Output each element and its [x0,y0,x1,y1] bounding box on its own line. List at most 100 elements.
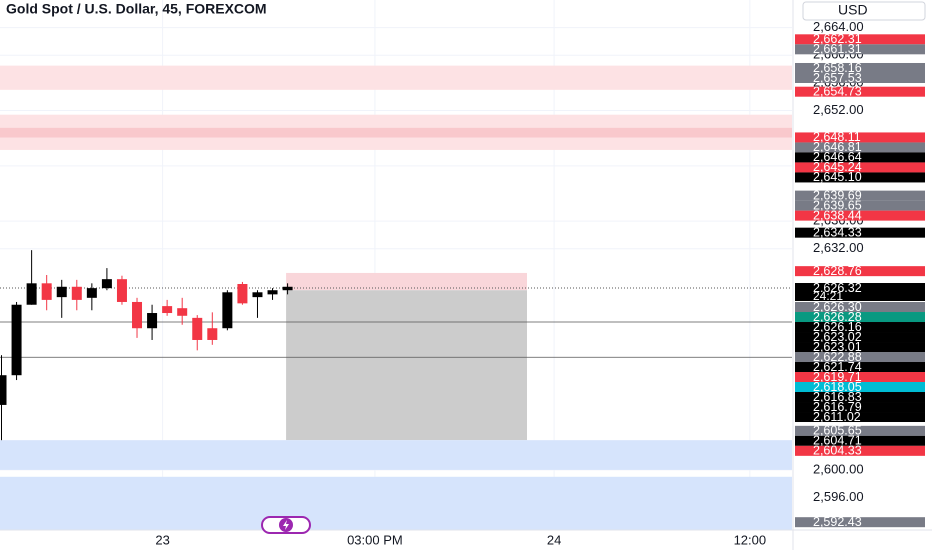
price-badge-label: 2,619.71 [813,370,862,384]
candle-body [252,292,263,298]
price-badge-label: 2,646.81 [813,140,862,154]
price-badge-label: 2,645.24 [813,160,862,174]
price-badge [795,72,925,83]
price-badge [795,342,925,353]
lightning-icon[interactable] [261,516,311,534]
price-badge-label: 2,604.71 [813,434,862,448]
price-badge-label: 2,611.02 [813,410,861,424]
currency[interactable]: USD [838,2,868,18]
x-tick-label: 03:00 PM [347,532,403,547]
zone [286,290,527,441]
y-tick-label: 2,632.00 [813,240,864,255]
price-badge [795,210,925,221]
price-badge-label: 2,621.74 [813,360,862,374]
price-badge-label: 2,626.30 [813,300,862,314]
price-badge-label: 2,616.83 [813,390,862,404]
price-badge [795,517,925,528]
price-badge-label: 2,616.79 [813,400,862,414]
zone [286,272,527,291]
price-badge-label: 2,623.01 [813,340,862,354]
price-badge-label: 2,626.28 [813,310,862,324]
price-badge-label: 2,623.02 [813,330,862,344]
zone [0,476,792,530]
price-badge-label: 2,639.69 [813,188,862,202]
price-badge [795,190,925,201]
price-badge [795,44,925,55]
price-badge [795,445,925,456]
price-badge-label: 2,645.10 [813,170,862,184]
price-badge-label: 2,628.76 [813,264,862,278]
price-badge-label: 2,618.05 [813,380,862,394]
price-badge [795,352,925,363]
candle-body [192,317,203,340]
zone [0,440,792,470]
y-tick-label: 2,596.00 [813,489,864,504]
candle-body [162,306,173,314]
price-badge [795,200,925,211]
price-badge [795,142,925,153]
x-tick-label: 12:00 [734,532,767,547]
chart-title: Gold Spot / U.S. Dollar, 45, FOREXCOM [6,1,267,17]
price-badge [795,266,925,277]
price-badge [795,372,925,383]
currency-box[interactable] [802,1,926,21]
candle-body [282,286,293,291]
candle-body [56,286,67,298]
price-badge-label: 2,592.43 [813,515,862,529]
price-badge [795,162,925,173]
price-badge [795,152,925,163]
candle-body [132,301,143,329]
candle-body [222,292,233,329]
price-badge [795,382,925,393]
price-badge [795,412,925,423]
price-labels: 2,664.002,660.002,656.002,652.002,644.00… [795,19,925,529]
candle-body [207,328,218,340]
price-badge [795,312,925,323]
price-badge [795,402,925,413]
price-badge-label: 2,639.65 [813,198,862,212]
price-badge [795,227,925,238]
price-badge [795,172,925,183]
price-badge-label: 2,638.44 [813,208,862,222]
price-badge-label: 2,658.16 [813,61,862,75]
price-badge [795,332,925,343]
price-badge [795,362,925,373]
y-tick-label: 2,600.00 [813,461,864,476]
candle-body [147,313,158,329]
price-badge-label: 2,646.64 [813,150,862,164]
candle-body [101,279,112,289]
price-badge [795,425,925,436]
y-tick-label: 2,652.00 [813,102,864,117]
price-badge [795,34,925,45]
candle-body [71,286,82,300]
candle-body [177,308,188,316]
price-badge-label: 2,634.33 [813,225,862,239]
price-badge [795,435,925,446]
price-badge [795,283,925,294]
price-badge-label: 2,626.32 [813,281,862,295]
candle-body [267,290,278,295]
zone [0,127,792,138]
candle-body [237,284,248,304]
price-badge [795,86,925,97]
price-badge [795,392,925,403]
zone [0,65,792,90]
price-badge-label: 2,662.31 [813,32,862,46]
price-badge-label: 2,622.88 [813,350,862,364]
price-badge-label: 2,657.53 [813,71,862,85]
x-tick-label: 23 [155,532,169,547]
candle-body [0,375,7,405]
price-badge-label: 2,605.65 [813,424,862,438]
candle-body [26,283,37,305]
candle-body [86,288,97,298]
candle-body [116,279,127,302]
price-badge-label: 2,654.73 [813,84,862,98]
price-badge-label: 2,626.16 [813,320,862,334]
price-badge [795,62,925,73]
x-tick-label: 24 [547,532,561,547]
candle-body [41,283,52,300]
plot-area [0,0,792,530]
candle-body [11,304,22,376]
price-badge-label: 2,648.11 [813,130,861,144]
